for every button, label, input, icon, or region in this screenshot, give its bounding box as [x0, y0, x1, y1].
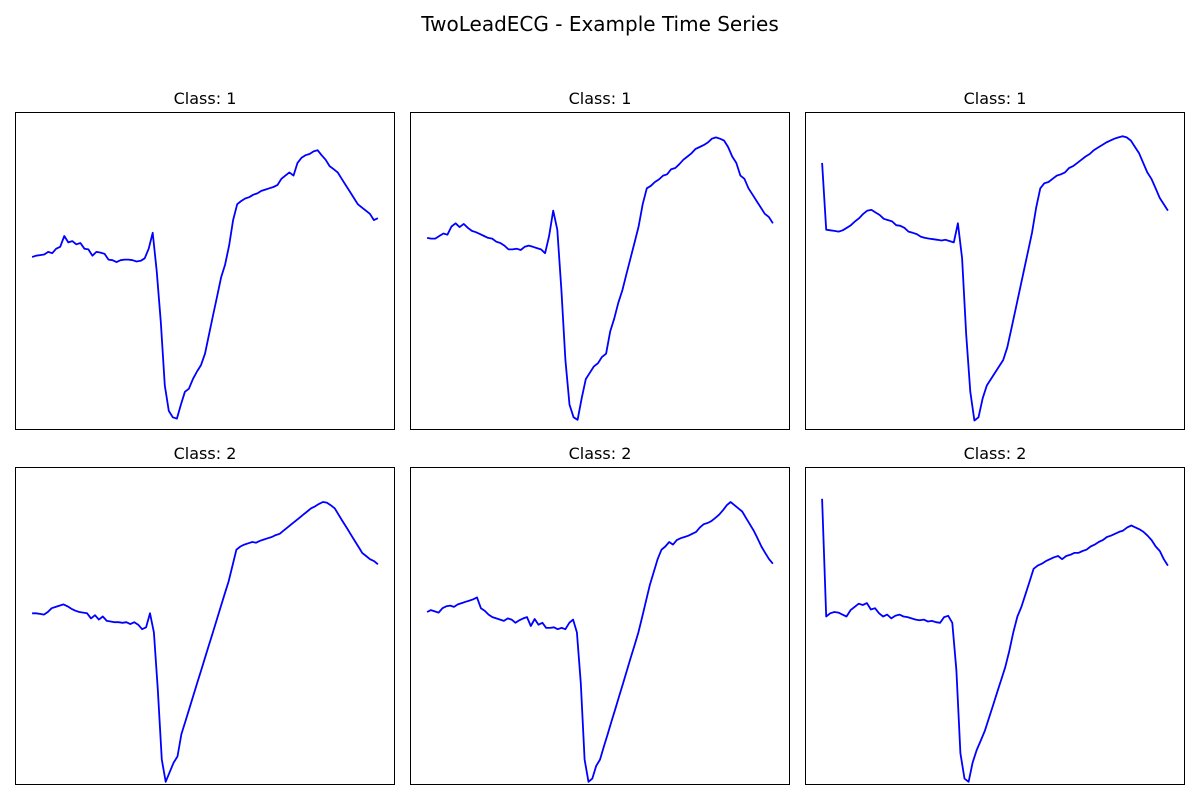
figure-title: TwoLeadECG - Example Time Series [421, 12, 779, 36]
subplot-title: Class: 2 [963, 444, 1027, 463]
axes-frame [805, 467, 1185, 785]
subplot-title: Class: 2 [568, 444, 632, 463]
subplot-title: Class: 2 [173, 444, 237, 463]
subplot-4: Class: 2 [15, 441, 395, 785]
plot-area [15, 112, 395, 430]
subplot-title: Class: 1 [173, 89, 237, 108]
subplot-2: Class: 1 [410, 86, 790, 430]
axes-frame [15, 467, 395, 785]
subplot-6: Class: 2 [805, 441, 1185, 785]
series-line [821, 135, 1169, 422]
axes-frame [410, 112, 790, 430]
plot-area [805, 467, 1185, 785]
axes-frame [15, 112, 395, 430]
plot-area [410, 467, 790, 785]
series-line [821, 498, 1169, 783]
series-line [426, 136, 774, 421]
plot-area [410, 112, 790, 430]
plot-area [15, 467, 395, 785]
plot-area [805, 112, 1185, 430]
subplot-3: Class: 1 [805, 86, 1185, 430]
series-line [31, 149, 379, 420]
subplot-title: Class: 1 [568, 89, 632, 108]
subplot-title: Class: 1 [963, 89, 1027, 108]
subplot-5: Class: 2 [410, 441, 790, 785]
series-line [426, 501, 774, 783]
axes-frame [410, 467, 790, 785]
subplot-1: Class: 1 [15, 86, 395, 430]
series-line [32, 501, 379, 783]
axes-frame [805, 112, 1185, 430]
